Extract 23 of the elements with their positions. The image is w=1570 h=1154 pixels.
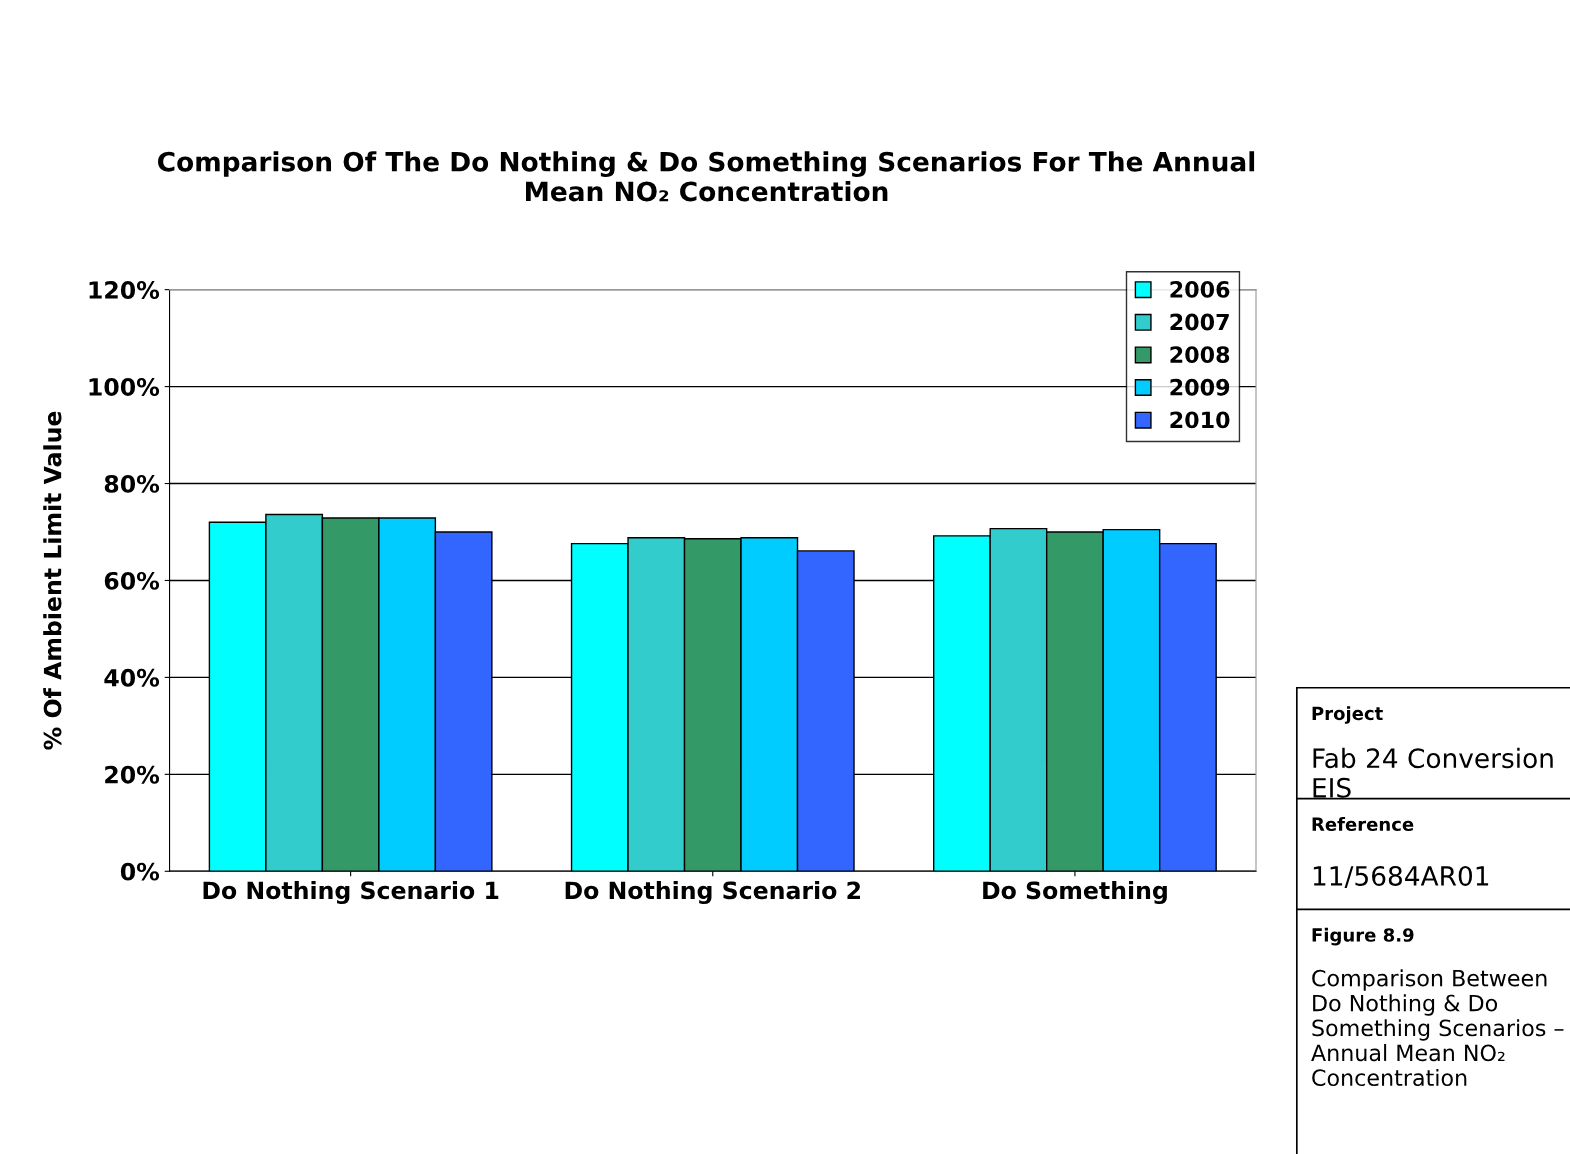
y-tick-label: 0% xyxy=(120,862,160,881)
y-tick-label: 80% xyxy=(104,474,160,493)
text: Project xyxy=(1312,706,1383,724)
legend-label: 2006 xyxy=(1170,280,1230,298)
y-tick-label: 100% xyxy=(89,378,160,396)
x-tick-label: Do Nothing Scenario 1 xyxy=(203,880,499,905)
text: Fab 24 Conversion EIS xyxy=(1313,747,1553,798)
y-tick-label: 20% xyxy=(105,765,160,784)
text: Reference xyxy=(1312,817,1414,832)
x-tick-label: Do Something xyxy=(983,880,1167,905)
legend-label: 2010 xyxy=(1170,411,1230,429)
y-axis-title: % Of Ambient Limit Value xyxy=(43,411,62,750)
y-tick-label: 40% xyxy=(104,668,160,687)
legend-label: 2007 xyxy=(1170,313,1229,331)
legend-label: 2009 xyxy=(1170,378,1230,396)
y-tick-label: 60% xyxy=(104,571,160,590)
chart-title: Comparison Of The Do Nothing & Do Something Scenarios For The Annual Mean NO₂ Concentration xyxy=(158,151,1255,202)
y-tick-label: 120% xyxy=(89,281,160,299)
x-tick-label: Do Nothing Scenario 2 xyxy=(565,880,860,905)
legend-label: 2008 xyxy=(1170,346,1230,364)
text: Comparison Between Do Nothing & Do Something Scenarios – Annual Mean NO₂ Concentration xyxy=(1311,969,1564,1087)
text: 11/5684AR01 xyxy=(1313,865,1489,888)
caption: Figure 8.9 xyxy=(1312,927,1414,946)
